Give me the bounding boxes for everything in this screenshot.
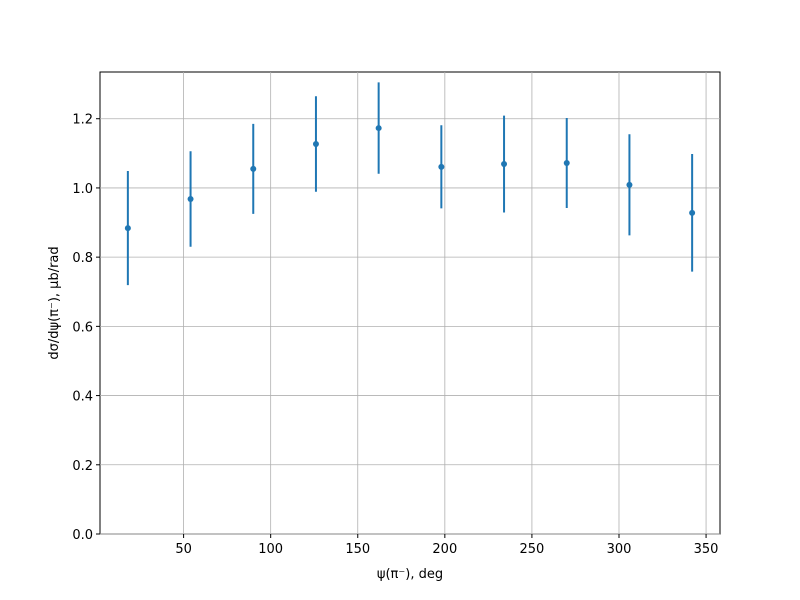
x-tick-label: 250 [519, 542, 544, 557]
y-tick-label: 0.8 [72, 251, 93, 266]
x-tick-label: 200 [432, 542, 457, 557]
x-tick-label: 50 [175, 542, 192, 557]
data-point [187, 196, 194, 203]
x-tick-label: 350 [694, 542, 719, 557]
data-point [250, 165, 257, 172]
x-axis-label: ψ(π⁻), deg [377, 567, 443, 582]
x-tick-label: 100 [258, 542, 283, 557]
data-point [563, 160, 570, 167]
data-point [124, 225, 131, 232]
data-point [626, 181, 633, 188]
data-point [375, 125, 382, 132]
data-point [312, 140, 319, 147]
y-tick-label: 1.0 [72, 182, 93, 197]
y-tick-label: 0.4 [72, 390, 93, 405]
y-axis-label: dσ/dψ(π⁻), μb/rad [47, 246, 62, 359]
x-tick-label: 150 [345, 542, 370, 557]
y-tick-label: 0.2 [72, 459, 93, 474]
y-tick-label: 1.2 [72, 113, 93, 128]
data-point [689, 209, 696, 216]
data-point [438, 163, 445, 170]
x-tick-label: 300 [607, 542, 632, 557]
data-point [501, 161, 508, 168]
y-tick-label: 0.0 [72, 528, 93, 543]
y-tick-label: 0.6 [72, 320, 93, 335]
